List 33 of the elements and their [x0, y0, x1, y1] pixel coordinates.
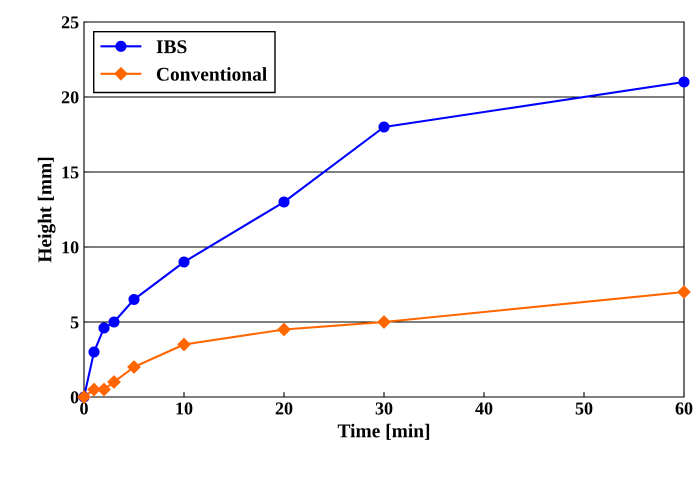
- x-tick-label: 60: [676, 402, 692, 415]
- x-tick-label: 40: [475, 402, 492, 415]
- x-tick-label: 50: [576, 402, 592, 415]
- y-tick-label: 15: [62, 166, 78, 178]
- point: [98, 322, 110, 334]
- legend-label: IBS: [156, 40, 186, 54]
- point: [128, 294, 140, 306]
- y-tick-label: 25: [62, 16, 78, 28]
- point: [178, 256, 190, 268]
- point: [277, 322, 291, 336]
- legend-label: Conventional: [156, 67, 267, 81]
- point: [678, 76, 690, 88]
- point: [378, 121, 390, 133]
- point: [97, 382, 111, 396]
- point: [177, 338, 191, 352]
- x-tick-label: 0: [80, 402, 88, 415]
- y-axis-title: Height [mm]: [38, 158, 56, 262]
- x-tick-label: 30: [376, 402, 392, 415]
- x-tick-label: 20: [276, 402, 292, 415]
- y-tick-label: 20: [62, 91, 78, 104]
- point: [88, 346, 100, 358]
- point: [127, 360, 141, 374]
- y-tick-label: 5: [70, 316, 78, 328]
- x-axis-title: Time [min]: [338, 424, 430, 440]
- x-tick-label: 10: [176, 402, 192, 415]
- point: [107, 375, 121, 389]
- y-tick-label: 10: [62, 241, 78, 254]
- point: [677, 285, 691, 299]
- point: [377, 315, 391, 329]
- point: [278, 196, 290, 208]
- point: [108, 316, 120, 328]
- y-tick-label: 0: [70, 391, 78, 404]
- point: [87, 382, 101, 396]
